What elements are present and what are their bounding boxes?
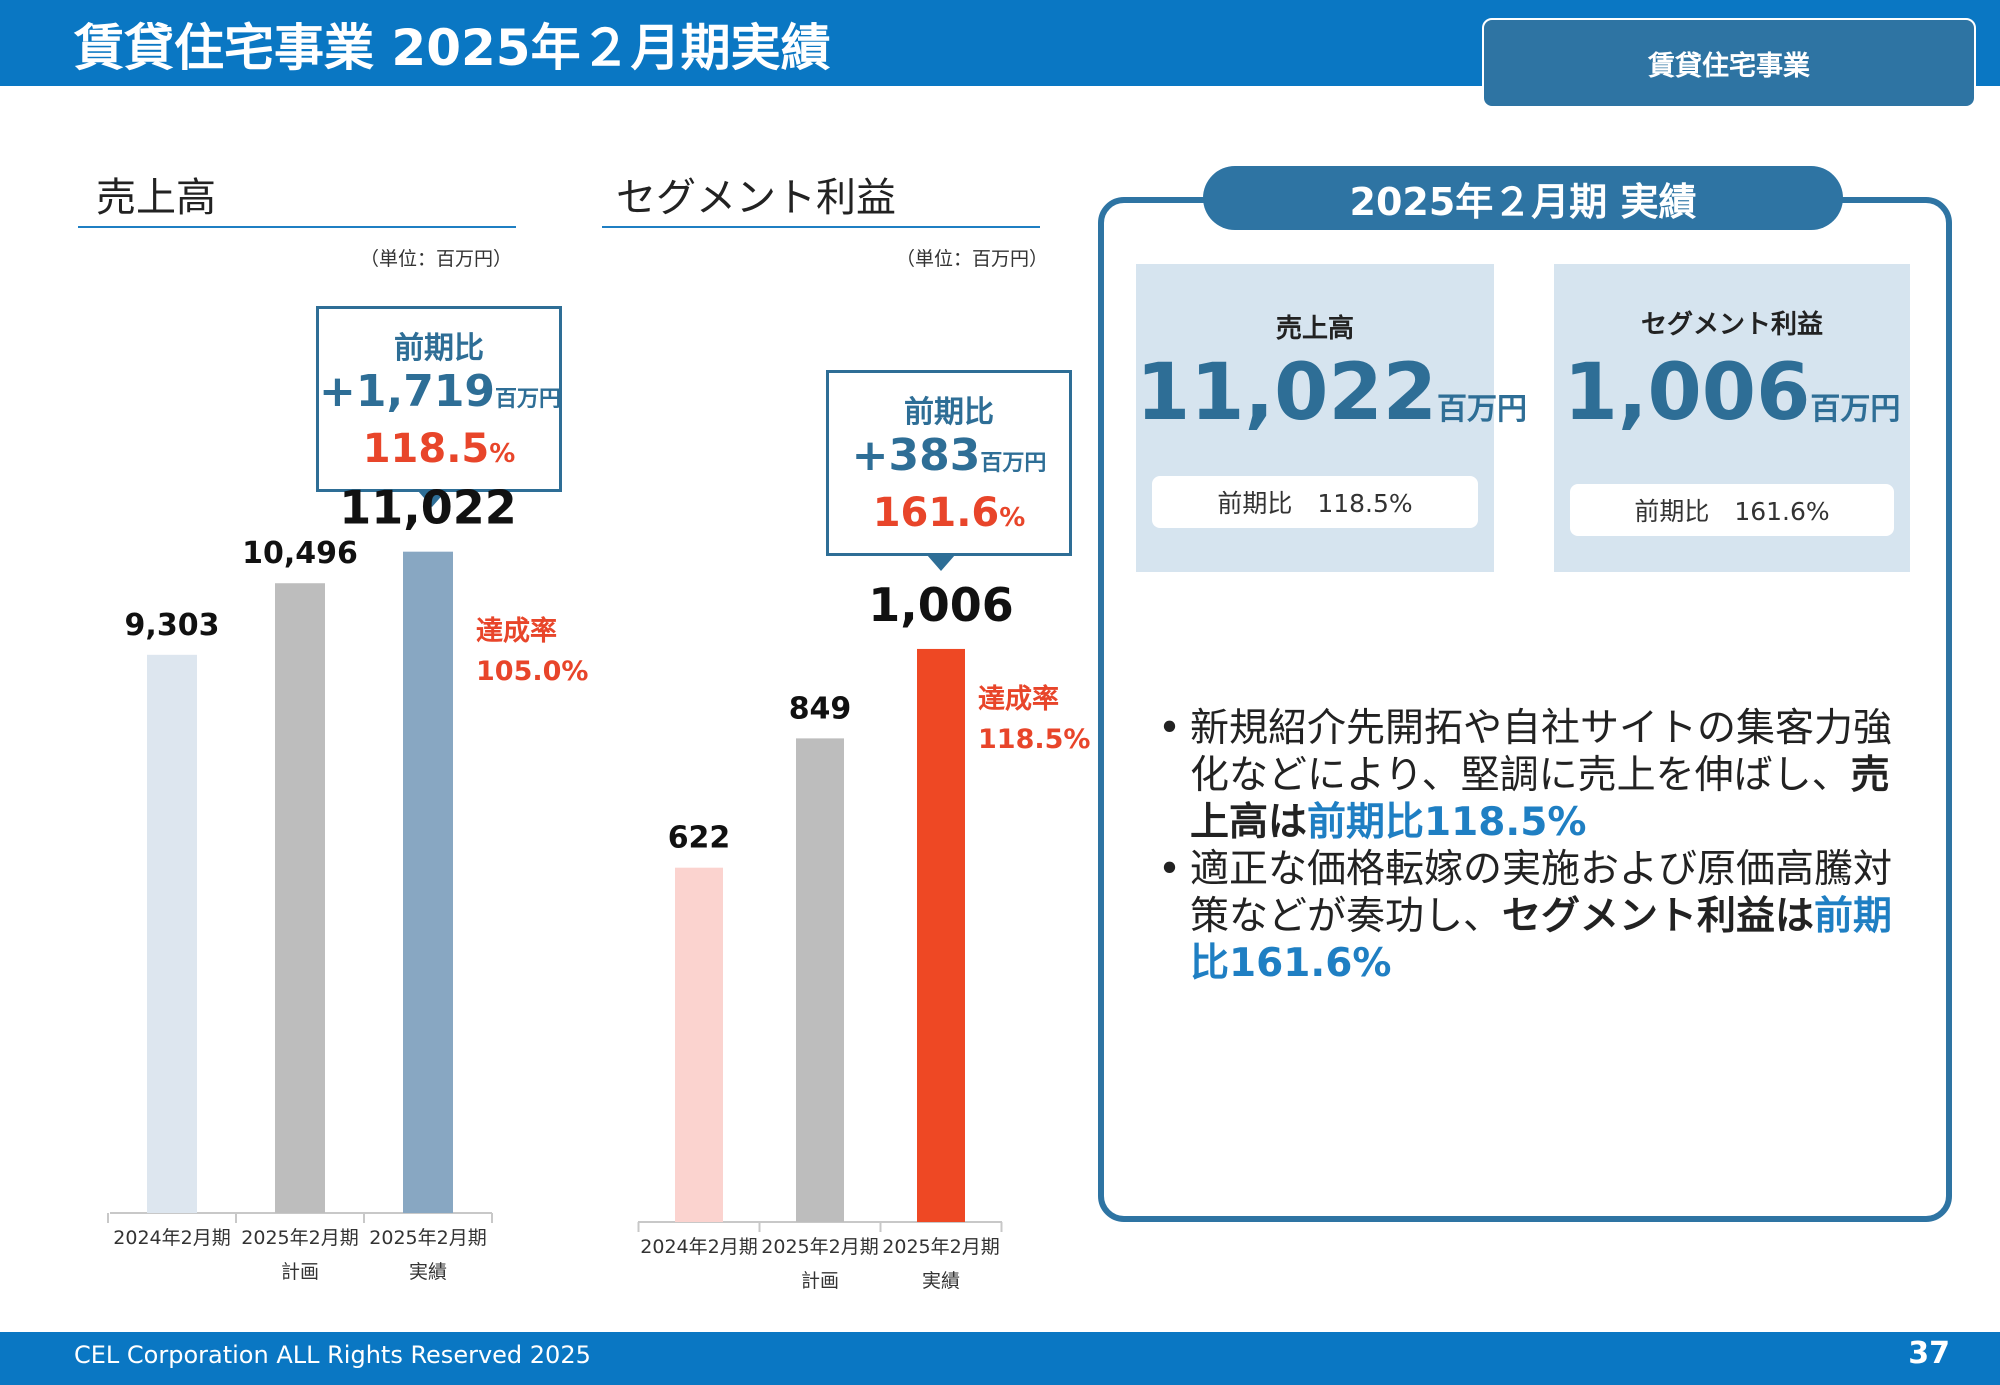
sales-value-label-1: 9,303 xyxy=(125,608,220,643)
sales-category-label-3: 実績 xyxy=(409,1261,447,1283)
profit-section-title: セグメント利益 xyxy=(616,175,896,221)
kpi-card-profit: セグメント利益 1,006百万円 前期比 161.6% xyxy=(1554,264,1910,572)
sales-yoy-callout: 前期比 +1,719百万円 118.5% xyxy=(316,306,562,492)
results-bullets: 新規紹介先開拓や自社サイトの集客力強化などにより、堅調に売上を伸ばし、売上高は前… xyxy=(1158,705,1928,987)
sales-callout-rate: 118.5 xyxy=(362,426,490,472)
bullet-profit: 適正な価格転嫁の実施および原価高騰対策などが奏功し、セグメント利益は前期比161… xyxy=(1158,846,1928,987)
kpi-sales-value: 11,022 xyxy=(1136,348,1437,438)
profit-bar-2 xyxy=(796,738,844,1222)
bullet-profit-text: 適正な価格転嫁の実施および原価高騰対策などが奏功し、 xyxy=(1190,847,1893,939)
sales-callout-diff: +1,719 xyxy=(319,366,496,417)
kpi-profit-label: セグメント利益 xyxy=(1640,310,1823,340)
profit-callout-diff-unit: 百万円 xyxy=(980,451,1047,476)
kpi-sales-yoy: 前期比 118.5% xyxy=(1152,476,1478,528)
profit-category-label-2: 計画 xyxy=(801,1270,839,1292)
profit-bar-1 xyxy=(675,867,723,1222)
profit-category-label-1: 2024年2月期 xyxy=(640,1236,757,1258)
sales-category-label-2: 計画 xyxy=(281,1261,319,1283)
profit-category-label-3: 2025年2月期 xyxy=(882,1236,999,1258)
profit-section-rule xyxy=(602,226,1040,228)
sales-achievement-value: 105.0% xyxy=(476,656,589,687)
sales-category-label-2: 2025年2月期 xyxy=(241,1227,358,1249)
kpi-sales-label: 売上高 xyxy=(1275,314,1354,344)
profit-value-label-1: 622 xyxy=(668,821,731,856)
profit-value-label-3: 1,006 xyxy=(868,578,1014,632)
profit-category-label-3: 実績 xyxy=(922,1270,960,1292)
sales-section-title: 売上高 xyxy=(96,175,216,221)
bullet-profit-bold: セグメント利益は xyxy=(1502,894,1815,939)
footer-bar: CEL Corporation ALL Rights Reserved 2025… xyxy=(0,1332,2000,1385)
bar-charts: 9,3032024年2月期10,4962025年2月期計画11,0222025年… xyxy=(107,481,1014,1292)
sales-callout-rate-unit: % xyxy=(489,439,516,469)
sales-bar-1 xyxy=(147,654,197,1213)
sales-callout-diff-unit: 百万円 xyxy=(495,387,562,412)
sales-value-label-3: 11,022 xyxy=(339,481,517,535)
sales-bar-2 xyxy=(275,583,325,1213)
profit-category-label-2: 2025年2月期 xyxy=(761,1236,878,1258)
page-number: 37 xyxy=(1908,1336,1950,1371)
results-panel-title: 2025年２月期 実績 xyxy=(1203,166,1843,230)
profit-bar-3 xyxy=(917,648,965,1222)
kpi-sales-unit: 百万円 xyxy=(1437,392,1527,427)
profit-value-label-2: 849 xyxy=(789,691,852,726)
profit-callout-pointer xyxy=(927,555,955,571)
profit-callout-label: 前期比 xyxy=(904,395,994,430)
sales-value-label-2: 10,496 xyxy=(242,536,358,571)
sales-achievement: 達成率 105.0% xyxy=(476,612,588,692)
sales-category-label-3: 2025年2月期 xyxy=(369,1227,486,1249)
sales-callout-pointer xyxy=(418,491,446,507)
kpi-profit-yoy: 前期比 161.6% xyxy=(1570,484,1894,536)
profit-achievement: 達成率 118.5% xyxy=(978,680,1090,760)
profit-unit-label: （単位：百万円） xyxy=(896,248,1049,270)
profit-callout-diff: +383 xyxy=(851,430,981,481)
sales-section-rule xyxy=(78,226,516,228)
bullet-sales-bold: 売上高は xyxy=(1190,753,1890,845)
sales-callout-label: 前期比 xyxy=(394,331,484,366)
sales-unit-label: （単位：百万円） xyxy=(360,248,513,270)
profit-achievement-label: 達成率 xyxy=(978,684,1059,715)
kpi-card-sales: 売上高 11,022百万円 前期比 118.5% xyxy=(1136,264,1527,572)
sales-achievement-label: 達成率 xyxy=(476,616,557,647)
bullet-sales: 新規紹介先開拓や自社サイトの集客力強化などにより、堅調に売上を伸ばし、売上高は前… xyxy=(1158,705,1928,846)
sales-category-label-1: 2024年2月期 xyxy=(113,1227,230,1249)
section-tag: 賃貸住宅事業 xyxy=(1482,18,1976,108)
profit-callout-rate-unit: % xyxy=(999,503,1026,533)
copyright-text: CEL Corporation ALL Rights Reserved 2025 xyxy=(74,1341,591,1369)
bullet-profit-highlight: 前期比161.6% xyxy=(1190,894,1893,986)
bullet-sales-text: 新規紹介先開拓や自社サイトの集客力強化などにより、堅調に売上を伸ばし、 xyxy=(1190,706,1893,798)
page-title: 賃貸住宅事業 2025年２月期実績 xyxy=(74,19,831,77)
bullet-sales-highlight: 前期比118.5% xyxy=(1307,800,1587,845)
kpi-profit-unit: 百万円 xyxy=(1810,392,1901,427)
profit-achievement-value: 118.5% xyxy=(978,724,1091,755)
profit-callout-rate: 161.6 xyxy=(872,490,1000,536)
profit-yoy-callout: 前期比 +383百万円 161.6% xyxy=(826,370,1072,556)
kpi-profit-value: 1,006 xyxy=(1563,348,1811,438)
sales-bar-3 xyxy=(403,551,453,1213)
